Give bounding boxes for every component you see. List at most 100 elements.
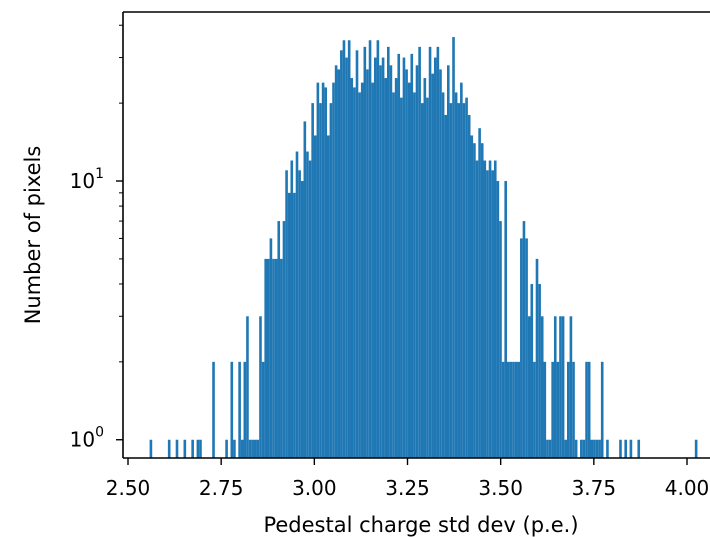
histogram-bar — [436, 46, 440, 458]
histogram-bar — [606, 439, 609, 458]
histogram-bar — [543, 361, 547, 458]
histogram-bar — [253, 439, 257, 458]
histogram-bar — [345, 57, 348, 459]
histogram-bar — [567, 361, 570, 458]
histogram-bar — [407, 82, 411, 458]
histogram-bar — [598, 439, 601, 458]
histogram-bar — [553, 316, 557, 458]
histogram-bar — [465, 97, 468, 458]
histogram-bar — [483, 160, 487, 458]
histogram-bar — [507, 361, 510, 458]
histogram-bar — [306, 151, 309, 458]
histogram-bar — [637, 439, 641, 458]
y-axis-label: Number of pixels — [21, 146, 45, 325]
histogram-bar — [504, 181, 507, 458]
histogram-bar — [287, 192, 291, 458]
histogram-bar — [337, 69, 341, 459]
histogram-bar — [480, 143, 484, 458]
histogram-bar — [572, 361, 575, 458]
x-tick-label: 3.75 — [572, 476, 617, 500]
histogram-bar — [397, 53, 401, 458]
histogram-bar — [535, 258, 539, 458]
histogram-bar — [582, 439, 586, 458]
histogram-bar — [295, 151, 299, 458]
histogram-bar — [392, 92, 395, 458]
y-ticks-group: 100 101 — [70, 24, 123, 452]
histogram-bar — [368, 40, 372, 459]
histogram-bar — [600, 361, 604, 458]
histogram-bar — [376, 40, 380, 459]
histogram-bar — [587, 361, 591, 458]
histogram-bar — [167, 439, 171, 458]
histogram-bar — [191, 439, 194, 458]
histogram-bar — [225, 439, 228, 458]
histogram-bar — [454, 92, 458, 458]
histogram-bar — [280, 258, 283, 458]
histogram-bar — [488, 160, 492, 458]
histogram-bar — [431, 73, 434, 458]
histogram-bar — [269, 238, 273, 458]
histogram-bar — [460, 82, 463, 458]
histogram-bar — [366, 69, 369, 459]
x-tick-label: 3.00 — [292, 476, 337, 500]
histogram-bar — [316, 82, 320, 458]
histogram-bar — [355, 50, 359, 459]
histogram-bar — [574, 439, 578, 458]
histogram-bar — [347, 40, 351, 459]
histogram-bar — [525, 238, 528, 458]
histogram-bar — [259, 316, 262, 458]
histogram-bar — [175, 439, 179, 458]
histogram-bar — [183, 439, 187, 458]
histogram-bar — [413, 92, 416, 458]
histogram-bar — [556, 361, 560, 458]
histogram-bar — [379, 65, 382, 458]
histogram-bar — [551, 361, 554, 458]
x-tick-label: 2.50 — [106, 476, 151, 500]
histogram-bar — [501, 361, 505, 458]
histogram-bar — [381, 57, 385, 459]
histogram-bar — [394, 78, 398, 459]
histogram-bar — [384, 78, 387, 459]
histogram-bar — [240, 439, 244, 458]
histogram-bar — [410, 53, 414, 458]
histogram-bar — [324, 87, 328, 459]
histogram-bar — [334, 65, 338, 458]
histogram-bar — [277, 221, 281, 458]
histogram-bar — [509, 361, 513, 458]
histogram-bar — [475, 160, 479, 458]
histogram-bar — [433, 57, 437, 459]
histogram-bar — [373, 57, 377, 459]
histogram-bar — [264, 258, 268, 458]
histogram-bar — [569, 316, 573, 458]
histogram-bar — [449, 103, 453, 459]
histogram-bar — [149, 439, 153, 458]
histogram-bar — [300, 181, 304, 458]
histogram-bar — [624, 439, 627, 458]
histogram-bar — [238, 361, 241, 458]
histogram-bar — [285, 170, 288, 459]
histogram-bar — [329, 103, 333, 459]
histogram-bar — [533, 361, 536, 458]
histogram-bar — [462, 103, 466, 459]
histogram-bar — [212, 361, 215, 458]
y-tick-label: 100 — [70, 425, 104, 452]
histogram-bar — [342, 40, 346, 459]
x-ticks-group: 2.50 2.75 3.00 3.25 3.50 3.75 4.00 — [106, 458, 709, 500]
histogram-bar — [559, 316, 562, 458]
histogram-bar — [274, 258, 278, 458]
histogram-bar — [470, 135, 474, 458]
histogram-bar — [389, 65, 393, 458]
histogram-bar — [293, 192, 296, 458]
histogram-bar — [522, 221, 526, 458]
histogram-bar — [282, 221, 286, 458]
histogram-bar — [512, 361, 515, 458]
histogram-bar — [428, 46, 432, 458]
histogram-bar — [371, 82, 374, 458]
histogram-bar — [363, 46, 367, 458]
histogram-bar — [499, 221, 502, 458]
bars-group — [149, 37, 698, 459]
x-tick-label: 2.75 — [199, 476, 244, 500]
histogram-bar — [629, 439, 633, 458]
histogram-bar — [593, 439, 596, 458]
histogram-bar — [478, 128, 481, 458]
